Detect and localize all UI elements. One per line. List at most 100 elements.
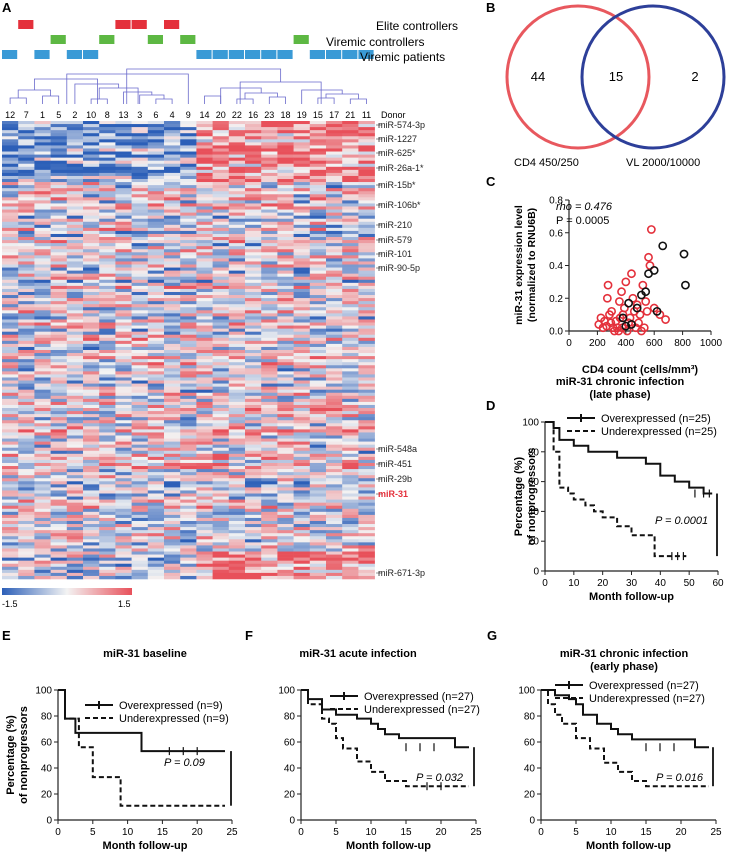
heatmap-cell [34,395,51,400]
heatmap-cell [115,377,132,381]
heatmap-cell [66,493,84,497]
heatmap-cell [2,575,19,580]
heatmap-cell [196,362,213,366]
heatmap-cell [309,249,327,253]
heatmap-cell [261,374,278,378]
heatmap-cell [2,408,19,412]
heatmap-cell [293,304,311,308]
heatmap-cell [83,350,100,354]
heatmap-cell [131,243,149,247]
heatmap-cell [115,527,132,531]
heatmap-cell [342,551,359,555]
heatmap-cell [66,444,84,448]
heatmap-cell [245,346,262,351]
heatmap-cell [293,194,311,198]
heatmap-cell [115,273,132,278]
heatmap-cell [34,346,51,351]
heatmap-cell [293,511,311,516]
heatmap-cell [147,487,165,491]
heatmap-cell [99,160,116,165]
heatmap-cell [228,218,246,223]
heatmap-cell [147,517,165,522]
heatmap-cell [293,371,311,375]
heatmap-cell [50,466,68,470]
heatmap-cell [18,185,35,189]
heatmap-cell [180,121,197,125]
heatmap-cell [358,246,375,250]
scatter-point-black [641,287,651,297]
heatmap-cell [18,148,35,152]
heatmap-cell [326,456,343,461]
group-bar-3 [131,20,147,29]
heatmap-cell [18,499,35,503]
heatmap-cell [358,240,375,244]
heatmap-cell [131,353,149,357]
heatmap-cell [18,456,35,461]
heatmap-cell [66,127,84,131]
heatmap-cell [277,365,294,369]
heatmap-cell [2,157,19,161]
dendrogram-branch [220,87,262,104]
heatmap-cell [2,469,19,473]
heatmap-cell [196,160,213,165]
heatmap-cell [196,386,213,390]
heatmap-cell [66,536,84,540]
heatmap-cell [261,130,278,134]
heatmap-cell [115,371,132,375]
heatmap-cell [196,517,213,522]
heatmap-cell [34,133,51,137]
heatmap-cell [228,215,246,219]
heatmap-cell [212,392,230,397]
heatmap-cell [180,252,197,256]
heatmap-cell [66,569,84,574]
heatmap-cell [180,218,197,223]
donor-labels: 12 7 1 5 2 10 8 13 3 6 4 9 14 20 22 16 23 18 19 15 17 21 11 [5,110,371,120]
heatmap-cell [115,258,132,262]
heatmap-cell [34,389,51,394]
heatmap-cell [358,203,375,207]
heatmap-cell [309,542,327,546]
heatmap-cell [245,450,262,455]
heatmap-cell [18,450,35,455]
heatmap-cell [261,218,278,223]
heatmap-cell [2,221,19,226]
heatmap-cell [147,414,165,418]
heatmap-cell [342,255,359,259]
heatmap-cell [277,487,294,491]
heatmap-cell [34,472,51,476]
heatmap-cell [261,279,278,284]
heatmap-cell [2,450,19,455]
heatmap-cell [358,435,375,439]
heatmap-cell [50,313,68,317]
heatmap-cell [50,429,68,433]
heatmap-cell [34,490,51,494]
heatmap-cell [277,426,294,430]
heatmap-cell [34,386,51,390]
group-bar-12 [2,50,18,59]
heatmap-cell [164,337,181,342]
heatmap-cell [131,310,149,314]
heatmap-cell [18,295,35,299]
heatmap-cell [342,224,359,229]
heatmap-cell [293,276,311,281]
heatmap-cell [293,496,311,500]
heatmap-cell [180,453,197,458]
heatmap-cell [228,160,246,165]
heatmap-cell [18,545,35,549]
heatmap-cell [115,450,132,455]
heatmap-cell [164,218,181,223]
heatmap-cell [131,337,149,342]
heatmap-cell [147,423,165,427]
heatmap-cell [115,148,132,152]
heatmap-cell [358,420,375,424]
heatmap-cell [277,307,294,311]
heatmap-cell [196,575,213,580]
heatmap-cell [147,438,165,442]
heatmap-cell [261,392,278,397]
heatmap-cell [99,456,116,461]
heatmap-cell [358,453,375,458]
heatmap-cell [83,172,100,177]
heatmap-cell [34,298,51,302]
dendrogram-branch [317,97,335,104]
heatmap-cell [326,514,343,519]
